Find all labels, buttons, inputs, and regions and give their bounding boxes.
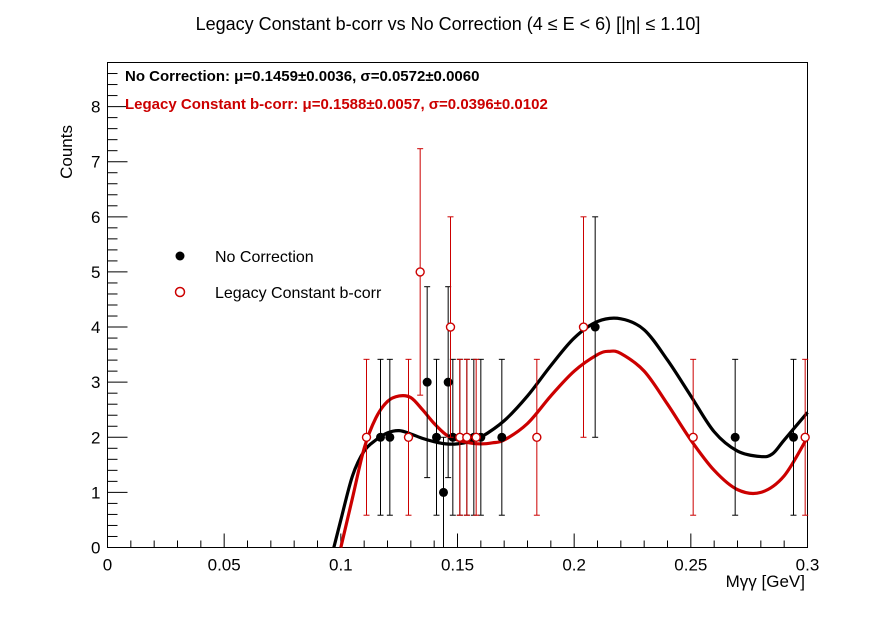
data-points bbox=[361, 148, 810, 548]
x-tick-label: 0.3 bbox=[796, 556, 820, 575]
data-point bbox=[415, 267, 425, 277]
y-tick-label: 7 bbox=[91, 153, 100, 172]
y-tick-label: 5 bbox=[91, 263, 100, 282]
x-axis-label: Mγγ [GeV] bbox=[726, 572, 805, 591]
y-tick-label: 0 bbox=[91, 539, 100, 558]
legend-marker-no-correction bbox=[175, 251, 185, 261]
legend-marker-legacy-constant bbox=[174, 286, 186, 298]
data-point bbox=[800, 432, 810, 442]
data-point bbox=[730, 432, 740, 442]
fit-stats-no-correction: No Correction: μ=0.1459±0.0036, σ=0.0572… bbox=[125, 68, 479, 85]
fit-curve-no-correction bbox=[332, 316, 809, 548]
data-point bbox=[385, 432, 395, 442]
data-point bbox=[578, 322, 589, 332]
legend: No Correction Legacy Constant b-corr bbox=[174, 249, 382, 302]
x-tick-label: 0.15 bbox=[441, 556, 474, 575]
data-point bbox=[439, 487, 448, 497]
plot-frame bbox=[107, 62, 808, 548]
y-tick-label: 1 bbox=[91, 483, 100, 502]
y-tick-label: 2 bbox=[91, 428, 100, 447]
y-tick-label: 4 bbox=[91, 318, 100, 337]
x-tick-label: 0.05 bbox=[208, 556, 241, 575]
x-tick-label: 0.1 bbox=[329, 556, 353, 575]
x-axis: 0 0.05 0.1 0.15 0.2 0.25 0.3 bbox=[103, 533, 820, 575]
data-point bbox=[590, 322, 600, 332]
data-point bbox=[789, 432, 798, 442]
data-point bbox=[462, 432, 472, 442]
data-point bbox=[422, 377, 432, 387]
fit-curves bbox=[332, 316, 809, 548]
y-axis-label: Counts bbox=[57, 125, 76, 179]
y-tick-label: 8 bbox=[91, 98, 100, 117]
data-point bbox=[497, 432, 507, 442]
y-tick-label: 3 bbox=[91, 373, 100, 392]
data-point bbox=[443, 377, 453, 387]
data-point bbox=[471, 432, 481, 442]
y-tick-label: 6 bbox=[91, 208, 100, 227]
legend-label-no-correction: No Correction bbox=[215, 249, 314, 266]
data-point bbox=[532, 432, 542, 442]
data-point bbox=[361, 432, 372, 442]
x-tick-label: 0.25 bbox=[674, 556, 707, 575]
data-point bbox=[432, 432, 441, 442]
data-point bbox=[445, 322, 456, 332]
data-point bbox=[403, 432, 414, 442]
x-tick-label: 0.2 bbox=[562, 556, 586, 575]
fit-stats-legacy-constant: Legacy Constant b-corr: μ=0.1588±0.0057,… bbox=[125, 96, 548, 113]
data-point bbox=[376, 432, 385, 442]
y-axis: 0 1 2 3 4 5 6 7 8 bbox=[91, 62, 128, 558]
legend-label-legacy-constant: Legacy Constant b-corr bbox=[215, 285, 382, 302]
data-point bbox=[688, 432, 698, 442]
chart-title: Legacy Constant b-corr vs No Correction … bbox=[196, 14, 701, 34]
x-tick-label: 0 bbox=[103, 556, 112, 575]
